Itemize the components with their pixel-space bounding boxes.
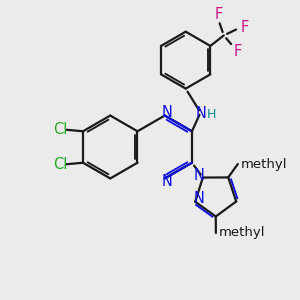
Text: N: N	[162, 105, 172, 120]
Text: N: N	[162, 174, 172, 189]
Text: H: H	[207, 108, 216, 121]
Text: Cl: Cl	[53, 122, 67, 137]
Text: Cl: Cl	[53, 157, 67, 172]
Text: N: N	[193, 168, 204, 183]
Text: N: N	[194, 191, 205, 206]
Text: F: F	[214, 7, 223, 22]
Text: methyl: methyl	[241, 158, 287, 170]
Text: F: F	[241, 20, 249, 35]
Text: N: N	[196, 106, 206, 121]
Text: methyl: methyl	[219, 226, 266, 239]
Text: F: F	[234, 44, 242, 59]
